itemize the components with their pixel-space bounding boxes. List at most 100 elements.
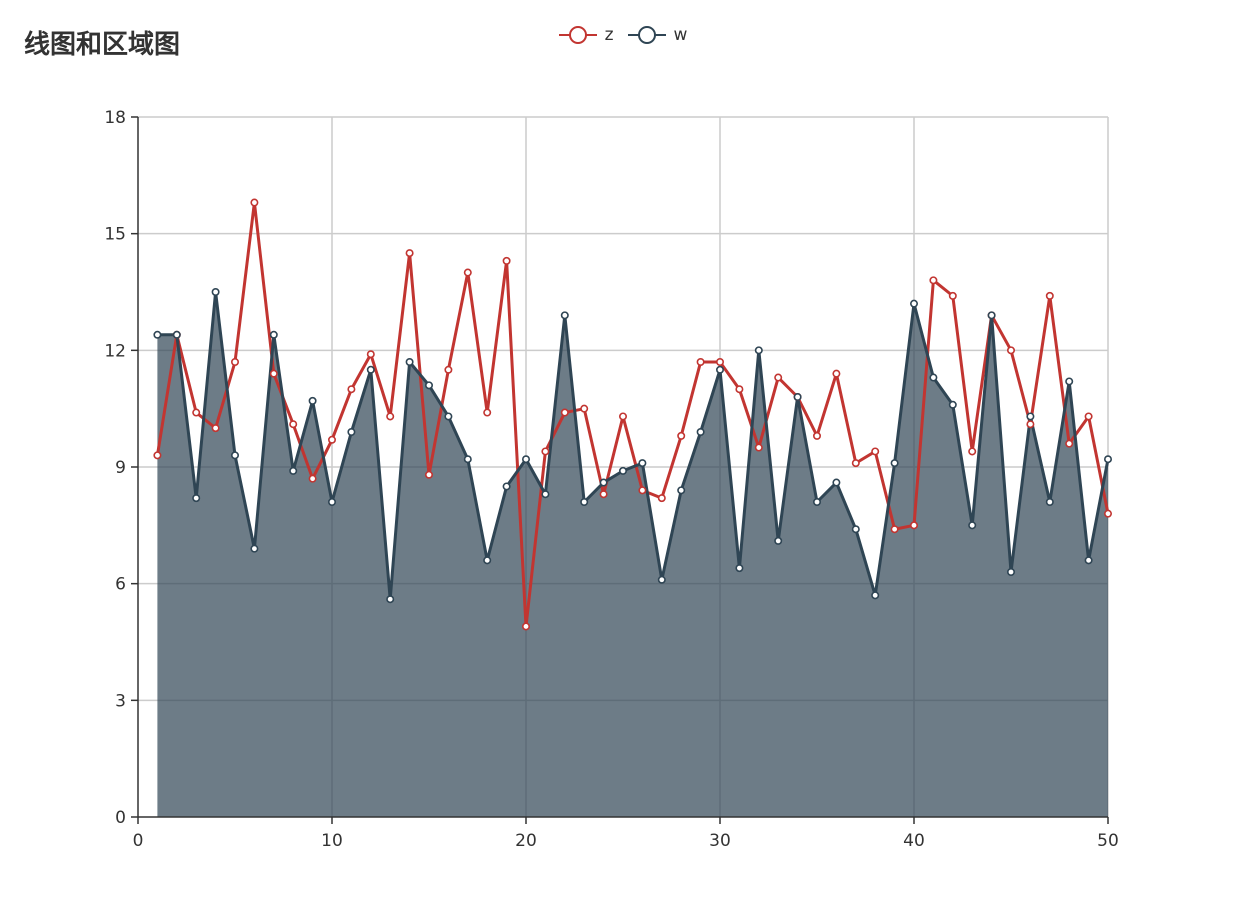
- y-tick-label: 15: [104, 225, 126, 245]
- data-point-w: [308, 396, 317, 405]
- data-point-w: [153, 330, 162, 339]
- data-point-z: [347, 385, 356, 394]
- data-point-z: [851, 459, 860, 468]
- data-point-z: [715, 357, 724, 366]
- x-tick-label: 10: [321, 831, 343, 851]
- data-point-w: [366, 365, 375, 374]
- data-point-z: [211, 424, 220, 433]
- data-point-w: [483, 556, 492, 565]
- data-point-w: [1104, 455, 1113, 464]
- series-points-z: [153, 198, 1113, 631]
- legend-label-w: w: [673, 25, 688, 45]
- data-point-w: [1065, 377, 1074, 386]
- data-point-z: [192, 408, 201, 417]
- series-points-w: [153, 287, 1113, 604]
- data-point-z: [483, 408, 492, 417]
- data-point-z: [289, 420, 298, 429]
- data-point-w: [521, 455, 530, 464]
- data-point-z: [269, 369, 278, 378]
- data-point-z: [948, 291, 957, 300]
- data-point-w: [987, 311, 996, 320]
- legend-item-w[interactable]: w: [627, 24, 688, 46]
- legend-item-z[interactable]: z: [558, 24, 614, 46]
- data-point-z: [153, 451, 162, 460]
- data-point-z: [929, 276, 938, 285]
- data-point-w: [909, 299, 918, 308]
- data-point-w: [871, 591, 880, 600]
- data-point-z: [444, 365, 453, 374]
- data-point-z: [405, 249, 414, 258]
- data-point-z: [1045, 291, 1054, 300]
- data-point-w: [560, 311, 569, 320]
- data-point-w: [386, 595, 395, 604]
- data-point-w: [968, 521, 977, 530]
- data-point-z: [832, 369, 841, 378]
- data-point-z: [871, 447, 880, 456]
- data-point-z: [1084, 412, 1093, 421]
- data-point-w: [502, 482, 511, 491]
- data-point-w: [657, 575, 666, 584]
- data-point-w: [599, 478, 608, 487]
- area-w: [157, 292, 1108, 817]
- data-point-w: [1045, 497, 1054, 506]
- data-point-w: [463, 455, 472, 464]
- legend-swatch-w-icon: [627, 26, 666, 44]
- data-point-w: [1006, 567, 1015, 576]
- data-point-z: [890, 525, 899, 534]
- y-tick-label: 18: [104, 108, 126, 128]
- data-point-z: [541, 447, 550, 456]
- data-point-w: [696, 427, 705, 436]
- data-point-z: [599, 490, 608, 499]
- data-point-w: [405, 357, 414, 366]
- data-point-z: [327, 435, 336, 444]
- data-point-z: [463, 268, 472, 277]
- data-point-z: [366, 350, 375, 359]
- data-point-w: [541, 490, 550, 499]
- data-point-w: [231, 451, 240, 460]
- data-point-z: [774, 373, 783, 382]
- data-point-z: [231, 357, 240, 366]
- data-point-w: [269, 330, 278, 339]
- data-point-z: [560, 408, 569, 417]
- data-point-w: [793, 392, 802, 401]
- data-point-z: [696, 357, 705, 366]
- data-point-w: [890, 459, 899, 468]
- data-point-w: [250, 544, 259, 553]
- data-point-z: [424, 470, 433, 479]
- x-tick-label: 0: [133, 831, 144, 851]
- data-point-z: [754, 443, 763, 452]
- data-point-w: [211, 287, 220, 296]
- data-point-w: [754, 346, 763, 355]
- data-point-z: [657, 494, 666, 503]
- data-point-w: [948, 400, 957, 409]
- data-point-w: [929, 373, 938, 382]
- data-point-z: [386, 412, 395, 421]
- data-point-z: [812, 431, 821, 440]
- data-point-z: [1065, 439, 1074, 448]
- y-tick-label: 6: [115, 575, 126, 595]
- legend-label-z: z: [604, 25, 614, 45]
- data-point-w: [289, 466, 298, 475]
- data-point-w: [677, 486, 686, 495]
- legend: z w: [0, 24, 1246, 46]
- data-point-w: [715, 365, 724, 374]
- data-point-w: [812, 497, 821, 506]
- data-point-z: [580, 404, 589, 413]
- series-line-z: [155, 201, 1110, 628]
- data-point-w: [832, 478, 841, 487]
- legend-swatch-z-icon: [558, 26, 597, 44]
- data-point-z: [308, 474, 317, 483]
- data-point-w: [444, 412, 453, 421]
- data-point-w: [172, 330, 181, 339]
- data-point-w: [851, 525, 860, 534]
- data-point-z: [1104, 509, 1113, 518]
- x-tick-label: 50: [1097, 831, 1119, 851]
- data-point-z: [968, 447, 977, 456]
- y-tick-label: 0: [115, 808, 126, 828]
- y-tick-label: 12: [104, 341, 126, 361]
- data-point-w: [1026, 412, 1035, 421]
- data-point-w: [618, 466, 627, 475]
- data-point-z: [1006, 346, 1015, 355]
- data-point-z: [250, 198, 259, 207]
